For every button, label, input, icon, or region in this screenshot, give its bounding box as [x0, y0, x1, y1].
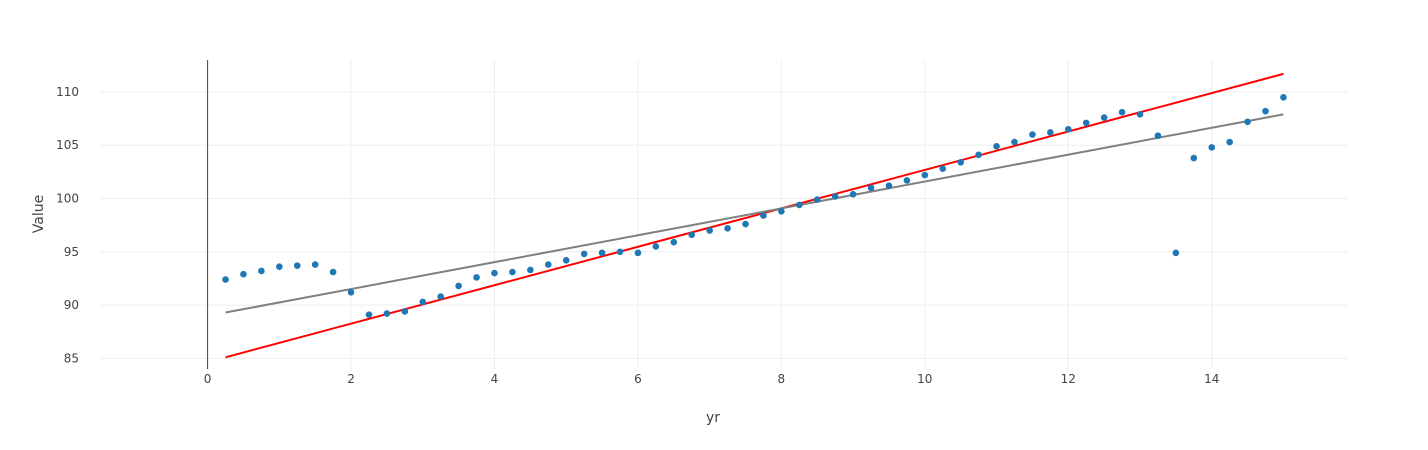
data-point — [383, 310, 391, 317]
data-point — [634, 249, 642, 257]
data-point — [796, 201, 803, 209]
x-tick-label: 10 — [917, 372, 932, 386]
data-point — [329, 268, 337, 276]
data-point — [849, 190, 857, 198]
data-point — [831, 193, 839, 200]
data-point — [473, 274, 480, 281]
data-point — [598, 249, 606, 257]
data-point — [1064, 125, 1072, 133]
fit-line — [225, 72, 1284, 359]
y-axis-title: Value — [31, 195, 47, 233]
x-tick-label: 4 — [491, 372, 499, 386]
x-tick-label: 0 — [204, 372, 212, 386]
data-point — [1100, 114, 1108, 121]
y-tick-label: 100 — [56, 192, 79, 206]
data-point — [993, 143, 1000, 150]
data-point — [455, 282, 462, 290]
data-point — [1226, 138, 1233, 146]
y-tick-label: 105 — [56, 138, 79, 152]
data-point — [1262, 107, 1269, 115]
data-point — [1280, 93, 1287, 101]
data-point — [365, 311, 373, 318]
data-point — [347, 288, 355, 296]
x-tick-label: 8 — [778, 372, 786, 386]
data-point — [580, 250, 588, 258]
data-point — [724, 225, 731, 232]
data-point — [688, 231, 696, 239]
y-tick-label: 95 — [64, 245, 79, 259]
data-point — [1118, 108, 1126, 116]
data-point — [293, 262, 301, 269]
x-tick-label: 14 — [1204, 372, 1219, 386]
data-point — [419, 298, 427, 306]
x-tick-label: 6 — [634, 372, 642, 386]
data-point — [778, 208, 785, 215]
data-point — [742, 220, 749, 228]
data-point — [401, 308, 409, 315]
y-tick-label: 90 — [64, 298, 79, 312]
data-point — [527, 266, 534, 274]
data-point — [957, 158, 964, 166]
data-point — [760, 212, 767, 219]
data-point — [670, 238, 678, 246]
data-point — [652, 243, 660, 250]
data-points-layer — [222, 93, 1287, 318]
data-point — [222, 276, 229, 283]
data-point — [885, 182, 893, 190]
data-point — [1172, 249, 1180, 257]
data-point — [975, 151, 982, 159]
data-point — [311, 261, 319, 268]
grid-layer — [100, 60, 1348, 369]
data-point — [1082, 119, 1090, 127]
fit-line — [225, 113, 1284, 314]
data-point — [437, 293, 444, 300]
data-point — [921, 171, 929, 179]
data-point — [562, 257, 570, 264]
data-point — [1136, 111, 1144, 118]
x-axis-title: yr — [706, 410, 720, 426]
x-tick-label: 2 — [347, 372, 355, 386]
data-point — [1029, 131, 1036, 138]
y-tick-label: 110 — [56, 85, 79, 99]
data-point — [491, 269, 498, 277]
data-point — [867, 184, 875, 192]
data-point — [1047, 129, 1054, 136]
data-point — [544, 261, 552, 268]
data-point — [1244, 118, 1251, 126]
data-point — [903, 177, 911, 184]
labels-layer: yr Value 85 90 95 100 105 110 0 2 4 6 8 10 12 14 — [31, 85, 1219, 426]
x-tick-label: 12 — [1061, 372, 1076, 386]
data-point — [706, 227, 713, 234]
data-point — [1208, 144, 1216, 151]
data-point — [258, 267, 265, 275]
data-point — [276, 263, 283, 271]
data-point — [509, 268, 516, 276]
data-point — [1011, 138, 1018, 146]
data-point — [813, 196, 821, 203]
data-point — [616, 248, 624, 256]
data-point — [1154, 132, 1162, 139]
data-point — [939, 165, 947, 172]
data-point — [1190, 154, 1198, 162]
y-tick-label: 85 — [64, 351, 79, 365]
fit-lines-layer — [225, 72, 1284, 359]
data-point — [240, 270, 247, 278]
